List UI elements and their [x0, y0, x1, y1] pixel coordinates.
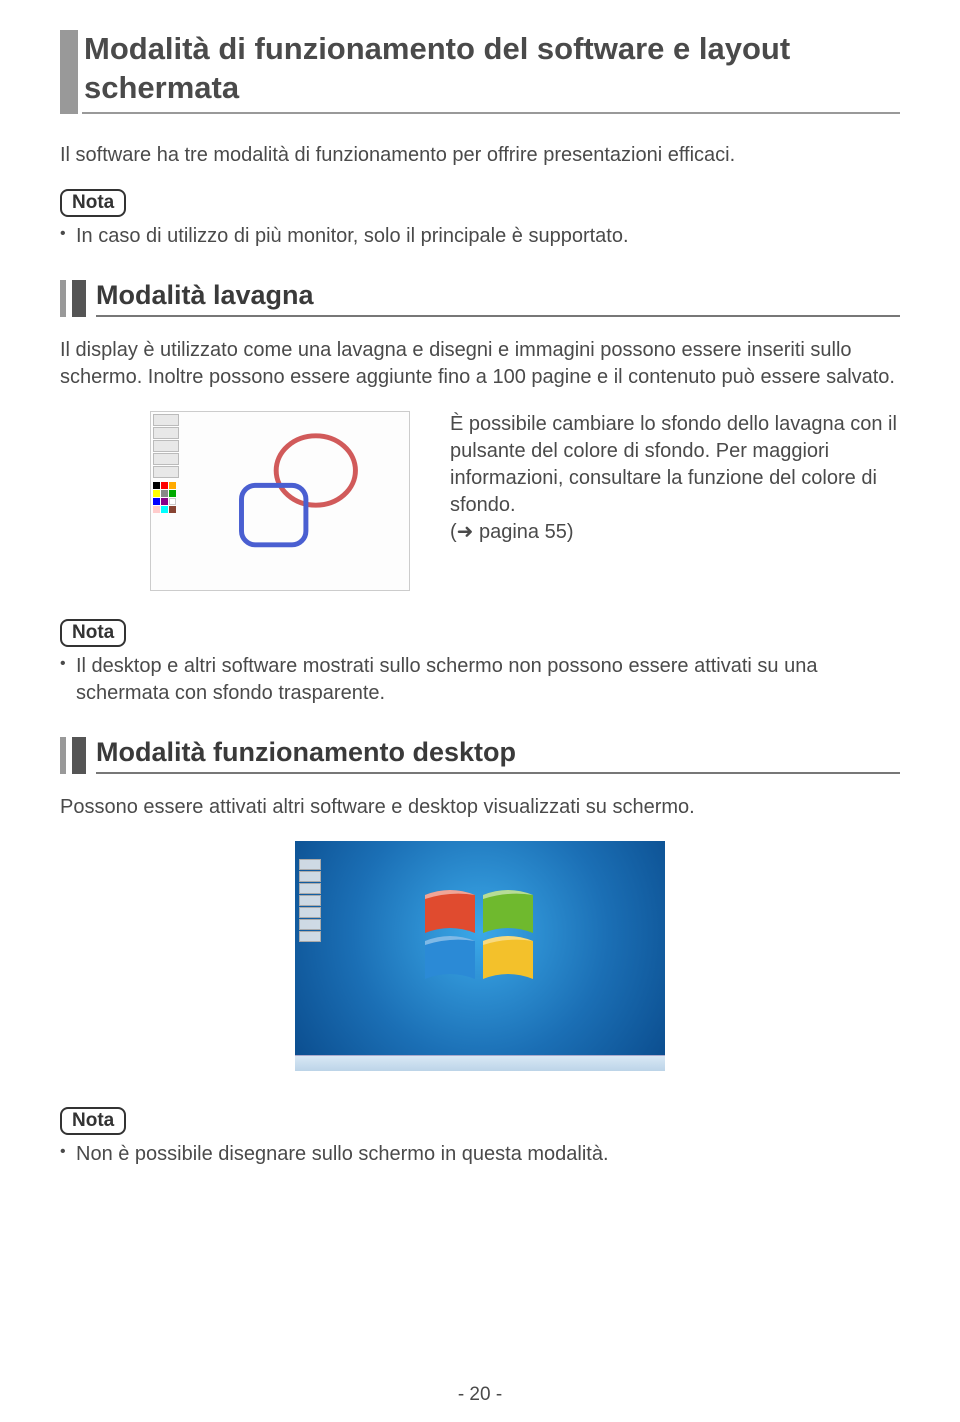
main-title: Modalità di funzionamento del software e…	[60, 30, 900, 114]
tool-icon	[153, 440, 179, 452]
tool-icon	[153, 427, 179, 439]
nota-list-1: In caso di utilizzo di più monitor, solo…	[60, 223, 900, 250]
whiteboard-toolbox	[153, 414, 181, 478]
desktop-screenshot	[295, 841, 665, 1071]
main-title-text: Modalità di funzionamento del software e…	[82, 30, 900, 114]
tool-icon	[299, 931, 321, 942]
section1-body: Il display è utilizzato come una lavagna…	[60, 337, 900, 391]
tool-icon	[299, 895, 321, 906]
section-accent-inner	[72, 737, 86, 774]
section-title-text: Modalità funzionamento desktop	[96, 737, 900, 774]
swatch-icon	[161, 506, 168, 513]
tool-icon	[299, 919, 321, 930]
tool-icon	[299, 883, 321, 894]
tool-icon	[153, 414, 179, 426]
side-text-block: È possibile cambiare lo sfondo dello lav…	[450, 411, 900, 546]
section2-body: Possono essere attivati altri software e…	[60, 794, 900, 821]
section-accent-inner	[72, 280, 86, 317]
nota-badge: Nota	[60, 189, 126, 217]
swatch-icon	[169, 482, 176, 489]
whiteboard-screenshot	[150, 411, 410, 591]
color-palette	[153, 482, 181, 513]
windows-logo-icon	[415, 877, 545, 997]
section-modalita-lavagna: Modalità lavagna	[60, 280, 900, 317]
tool-icon	[299, 907, 321, 918]
tool-icon	[153, 453, 179, 465]
taskbar	[295, 1055, 665, 1071]
nota-item: Non è possibile disegnare sullo schermo …	[60, 1141, 900, 1168]
swatch-icon	[161, 482, 168, 489]
whiteboard-row: È possibile cambiare lo sfondo dello lav…	[60, 411, 900, 591]
swatch-icon	[153, 490, 160, 497]
tool-icon	[153, 466, 179, 478]
swatch-icon	[153, 498, 160, 505]
nota-list-2: Il desktop e altri software mostrati sul…	[60, 653, 900, 707]
page-reference: (➜ pagina 55)	[450, 519, 900, 546]
nota-badge: Nota	[60, 619, 126, 647]
nota-block-3: Nota Non è possibile disegnare sullo sch…	[60, 1107, 900, 1168]
swatch-icon	[169, 506, 176, 513]
tool-icon	[299, 859, 321, 870]
swatch-icon	[161, 490, 168, 497]
swatch-icon	[169, 498, 176, 505]
desktop-toolbox	[299, 859, 323, 942]
nota-item: Il desktop e altri software mostrati sul…	[60, 653, 900, 707]
swatch-icon	[153, 506, 160, 513]
nota-item: In caso di utilizzo di più monitor, solo…	[60, 223, 900, 250]
intro-paragraph: Il software ha tre modalità di funzionam…	[60, 142, 900, 169]
nota-block-2: Nota Il desktop e altri software mostrat…	[60, 619, 900, 707]
section-modalita-desktop: Modalità funzionamento desktop	[60, 737, 900, 774]
nota-list-3: Non è possibile disegnare sullo schermo …	[60, 1141, 900, 1168]
title-accent-bar	[60, 30, 78, 114]
tool-icon	[299, 871, 321, 882]
swatch-icon	[153, 482, 160, 489]
section-accent-outer	[60, 280, 66, 317]
swatch-icon	[161, 498, 168, 505]
swatch-icon	[169, 490, 176, 497]
desktop-screenshot-wrap	[60, 841, 900, 1071]
section-title-text: Modalità lavagna	[96, 280, 900, 317]
nota-badge: Nota	[60, 1107, 126, 1135]
nota-block-1: Nota In caso di utilizzo di più monitor,…	[60, 189, 900, 250]
section-accent-outer	[60, 737, 66, 774]
whiteboard-drawing	[187, 416, 405, 584]
side-paragraph: È possibile cambiare lo sfondo dello lav…	[450, 411, 900, 519]
page-number: - 20 -	[0, 1384, 960, 1406]
